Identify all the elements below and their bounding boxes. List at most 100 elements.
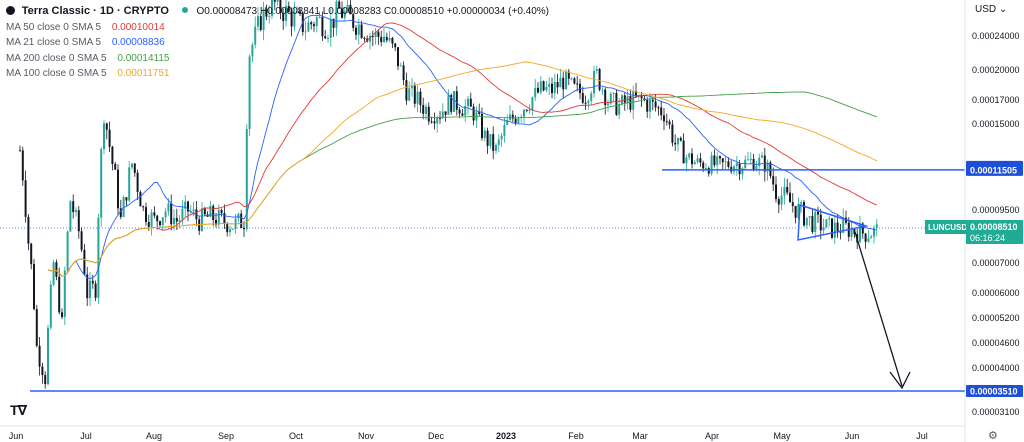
candle-body (35, 309, 38, 346)
time-tick-label: Sep (218, 431, 234, 441)
price-tag-text: 0.00003510 (970, 387, 1018, 397)
candle-body (553, 81, 556, 94)
candle-body (483, 130, 486, 138)
candle-body (453, 91, 455, 112)
candle-body (19, 150, 21, 152)
candle-body (433, 121, 436, 124)
last-price-value: 0.00008510 (970, 222, 1018, 232)
indicator-ma50[interactable]: MA 50 close 0 SMA 5 0.00010014 (6, 20, 549, 36)
candle-body (229, 229, 231, 233)
candle-body (486, 130, 489, 146)
candle-body (481, 113, 483, 138)
candle-body (324, 36, 327, 39)
candle-body (716, 156, 719, 166)
candle-body (153, 212, 156, 216)
candle-body (489, 134, 492, 146)
candle-body (77, 210, 80, 232)
candle-body (693, 162, 696, 165)
candle-body (156, 215, 159, 222)
candle-body (870, 236, 873, 239)
candle-body (864, 233, 867, 242)
candle-body (705, 168, 707, 170)
currency-selector[interactable]: USD ⌄ (975, 4, 1007, 15)
candle-body (607, 103, 609, 106)
price-tick-label: 0.00006000 (972, 288, 1020, 298)
candle-body (195, 209, 198, 220)
candle-body (497, 139, 500, 145)
candle-body (741, 168, 744, 175)
tradingview-logo-icon[interactable]: T∇ (10, 402, 27, 418)
time-tick-label: Jun (9, 431, 24, 441)
indicator-ma200[interactable]: MA 200 close 0 SMA 5 0.00014115 (6, 51, 549, 67)
candle-body (164, 211, 167, 218)
time-tick-label: Oct (289, 431, 304, 441)
candle-body (542, 81, 545, 91)
candle-body (657, 107, 660, 109)
candle-body (875, 224, 878, 228)
candle-body (797, 203, 800, 218)
time-tick-label: Dec (428, 431, 445, 441)
candle-body (696, 158, 699, 163)
candle-body (296, 11, 299, 13)
gear-icon[interactable]: ⚙ (988, 430, 998, 442)
candle-body (276, 0, 279, 2)
candle-body (747, 159, 749, 161)
candle-body (595, 69, 598, 71)
candle-body (646, 99, 649, 112)
candle-body (405, 80, 408, 101)
candle-body (58, 276, 61, 313)
candle-body (108, 129, 111, 147)
candle-body (590, 93, 593, 101)
candle-body (136, 172, 139, 192)
countdown: 06:16:24 (970, 233, 1005, 243)
candle-body (416, 91, 419, 104)
candle-body (145, 207, 147, 222)
candle-body (587, 100, 590, 104)
candle-body (72, 201, 75, 213)
candle-body (780, 195, 783, 205)
candle-body (341, 8, 343, 18)
candle-body (178, 219, 181, 222)
candle-body (161, 217, 164, 226)
candle-body (117, 169, 119, 209)
drawings[interactable] (30, 169, 965, 392)
candle-body (391, 37, 394, 44)
candle-body (408, 88, 411, 101)
indicator-value: 0.00011751 (117, 68, 170, 79)
price-tick-label: 0.00007000 (972, 258, 1020, 268)
indicator-ma100[interactable]: MA 100 close 0 SMA 5 0.00011751 (6, 66, 549, 82)
indicator-ma21[interactable]: MA 21 close 0 SMA 5 0.00008836 (6, 35, 549, 51)
candle-body (371, 36, 374, 38)
candle-body (159, 221, 161, 226)
candle-body (562, 77, 565, 90)
candle-body (100, 149, 103, 218)
candle-body (511, 114, 514, 119)
candle-body (772, 176, 775, 185)
candle-body (472, 106, 475, 121)
candle-body (685, 157, 688, 164)
candle-body (69, 201, 72, 232)
candle-body (315, 17, 318, 27)
candle-body (24, 180, 27, 217)
candle-body (528, 109, 531, 111)
candle-body (651, 99, 654, 102)
candle-body (556, 81, 559, 88)
candle-body (318, 16, 321, 18)
symbol-title[interactable]: Terra Classic · 1D · CRYPTO (21, 5, 169, 17)
candle-body (573, 78, 576, 84)
candle-body (707, 168, 710, 174)
candle-body (635, 91, 637, 97)
candle-body (618, 104, 621, 115)
time-axis[interactable]: Jun Jul Aug Sep Oct Nov Dec 2023 Feb Mar Apr May Jun… (0, 425, 965, 441)
candle-body (719, 156, 721, 159)
candle-body (514, 118, 517, 123)
candle-body (385, 36, 388, 41)
candle-body (41, 366, 44, 376)
time-tick-label: Aug (146, 431, 162, 441)
indicator-value: 0.00014115 (117, 52, 170, 64)
candle-body (640, 94, 643, 99)
candle-body (282, 12, 285, 21)
candle-body (534, 87, 537, 98)
candle-body (581, 93, 584, 103)
